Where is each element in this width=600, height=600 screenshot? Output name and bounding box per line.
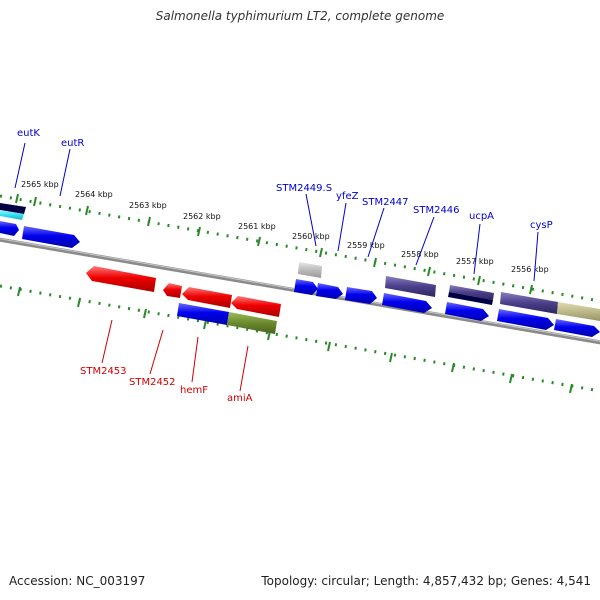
gene-arrow-forward[interactable] xyxy=(0,221,19,236)
gene-label[interactable]: STM2449.S xyxy=(276,183,332,194)
gene-label[interactable]: STM2452 xyxy=(129,377,176,388)
gene-arrow-forward[interactable] xyxy=(22,226,80,248)
gene-feature-cyan[interactable] xyxy=(0,210,24,220)
reverse-label-lines xyxy=(101,319,249,392)
gene-feature-navy[interactable] xyxy=(448,292,493,305)
gene-arrow-forward[interactable] xyxy=(554,319,600,337)
gene-feature-purple[interactable] xyxy=(449,285,494,300)
tick-label: 2564 kbp xyxy=(75,190,113,199)
gene-arrow-forward[interactable] xyxy=(497,309,554,330)
gene-label[interactable]: amiA xyxy=(227,393,253,404)
gene-feature-olive[interactable] xyxy=(227,312,277,334)
reverse-gene-labels: STM2453 STM2452 hemF amiA xyxy=(80,366,253,404)
gene-label[interactable]: eutK xyxy=(17,128,40,139)
gene-feature-purple[interactable] xyxy=(500,292,558,314)
tick-label: 2559 kbp xyxy=(347,241,385,250)
gene-arrow-reverse[interactable] xyxy=(86,266,156,292)
gene-feature-grey[interactable] xyxy=(298,262,322,278)
tick-label: 2561 kbp xyxy=(238,222,276,231)
gene-label[interactable]: eutR xyxy=(61,138,84,149)
major-tick-marks-upper xyxy=(15,193,533,295)
gene-feature-purple[interactable] xyxy=(385,276,436,297)
genome-summary: Topology: circular; Length: 4,857,432 bp… xyxy=(261,574,591,588)
reverse-strand-features xyxy=(86,266,281,334)
gene-arrow-forward[interactable] xyxy=(345,287,377,304)
gene-arrow-reverse[interactable] xyxy=(182,287,232,308)
forward-strand-features xyxy=(0,203,600,337)
tick-label: 2557 kbp xyxy=(456,257,494,266)
gene-label[interactable]: yfeZ xyxy=(336,191,359,202)
tick-labels: 2565 kbp 2564 kbp 2563 kbp 2562 kbp 2561… xyxy=(21,180,549,274)
map-title: Salmonella typhimurium LT2, complete gen… xyxy=(155,9,445,23)
gene-label[interactable]: hemF xyxy=(180,385,208,396)
gene-arrow-forward[interactable] xyxy=(294,279,318,295)
tick-label: 2560 kbp xyxy=(292,232,330,241)
tick-label: 2565 kbp xyxy=(21,180,59,189)
gene-label[interactable]: STM2447 xyxy=(362,197,409,208)
gene-arrow-forward[interactable] xyxy=(445,302,489,321)
gene-label[interactable]: STM2446 xyxy=(413,205,460,216)
accession-label: Accession: NC_003197 xyxy=(9,574,146,588)
gene-arrow-forward[interactable] xyxy=(382,293,432,313)
gene-arrow-reverse[interactable] xyxy=(231,296,281,317)
tick-label: 2563 kbp xyxy=(129,201,167,210)
gene-label[interactable]: cysP xyxy=(530,220,553,231)
gene-label[interactable]: ucpA xyxy=(469,211,494,222)
upper-tick-ring xyxy=(0,193,600,303)
forward-label-lines xyxy=(14,142,539,282)
tick-label: 2562 kbp xyxy=(183,212,221,221)
major-tick-marks-lower xyxy=(17,286,573,394)
forward-gene-labels: eutK eutR STM2449.S yfeZ STM2447 STM2446… xyxy=(17,128,553,231)
gene-arrow-reverse[interactable] xyxy=(163,283,182,298)
tick-label: 2556 kbp xyxy=(511,265,549,274)
gene-label[interactable]: STM2453 xyxy=(80,366,127,377)
gene-arrow-forward[interactable] xyxy=(316,283,343,299)
lower-tick-ring xyxy=(0,284,600,394)
gene-feature-navy[interactable] xyxy=(0,203,26,214)
gene-feature-forward[interactable] xyxy=(177,303,229,325)
gene-feature-tan[interactable] xyxy=(557,302,600,321)
